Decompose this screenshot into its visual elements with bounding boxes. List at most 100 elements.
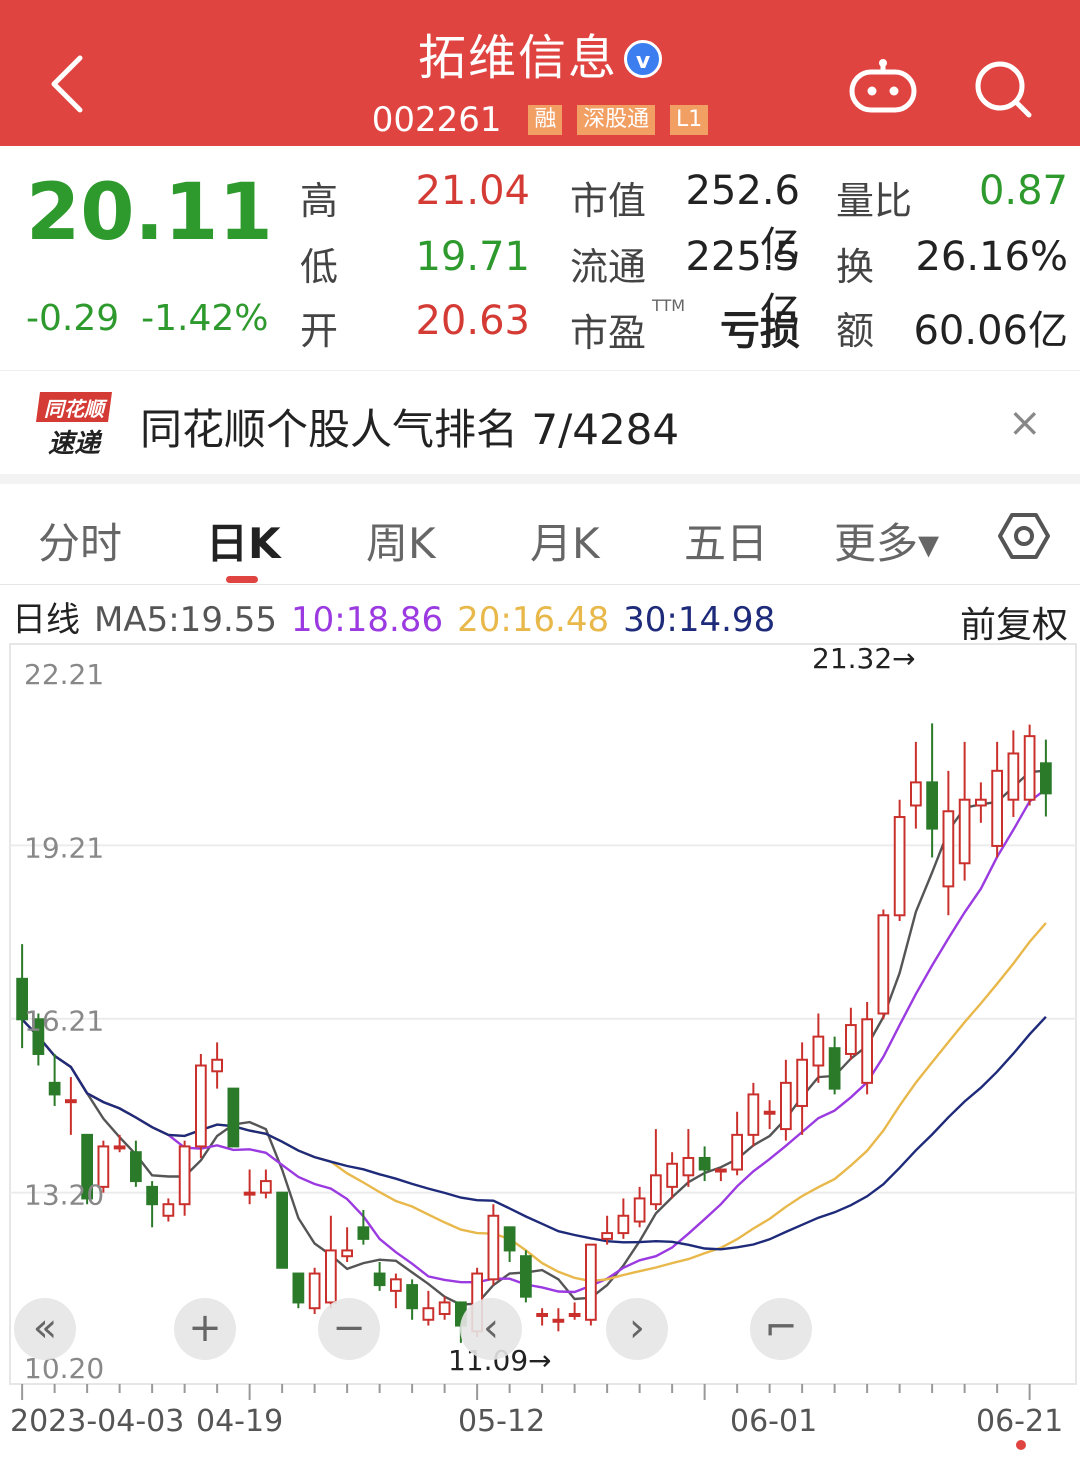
candle — [341, 1227, 353, 1262]
period-tabs — [0, 484, 1080, 585]
ma5-value: MA5:19.55 — [94, 600, 278, 640]
zoom-out-button[interactable]: − — [318, 1298, 380, 1360]
candle-body — [942, 810, 955, 888]
candle-body — [276, 1191, 288, 1269]
candle-body — [438, 1301, 451, 1315]
tab-intraday[interactable]: 分时 — [38, 519, 123, 568]
last-price: 20.11 — [26, 168, 273, 258]
x-label-2: 04-19 — [196, 1404, 284, 1439]
mcap-value: 252.6亿 — [685, 168, 800, 270]
price-change: -0.29 — [26, 298, 120, 339]
candle-body — [828, 1047, 841, 1090]
fullscreen-button[interactable]: ⌐ — [750, 1298, 812, 1360]
candle-body — [81, 1133, 93, 1200]
x-label-3: 05-12 — [458, 1404, 546, 1439]
candle — [926, 723, 938, 858]
candle-body — [650, 1174, 662, 1206]
robot-icon[interactable] — [848, 58, 918, 114]
candle-body — [698, 1156, 711, 1171]
candle — [276, 1191, 288, 1269]
low-label: 低 — [300, 245, 339, 289]
candle — [357, 1209, 370, 1245]
tab-weekly-k[interactable]: 周K — [366, 519, 436, 568]
promo-text[interactable]: 同花顺个股人气排名 7/4284 — [140, 405, 680, 454]
tag-connect[interactable]: 深股通 — [577, 104, 656, 135]
ma-legend: 日线 MA5:19.55 10:18.86 20:16.48 30:14.98 — [12, 592, 789, 641]
amount-value: 60.06亿 — [913, 308, 1068, 354]
close-icon[interactable]: × — [1008, 400, 1042, 446]
candle-body — [552, 1318, 565, 1323]
ma-period-label: 日线 — [12, 600, 80, 640]
candle — [211, 1042, 223, 1089]
promo-banner[interactable] — [0, 370, 1080, 475]
candle-body — [780, 1081, 792, 1131]
stock-title-wrap: 拓维信息 v — [0, 18, 1080, 88]
y-tick-label: 16.21 — [24, 1005, 104, 1038]
candle-body — [666, 1162, 678, 1188]
candle — [991, 741, 1003, 858]
candle-body — [227, 1087, 240, 1148]
candle-body — [341, 1249, 353, 1258]
tag-margin[interactable]: 融 — [528, 104, 563, 135]
adjust-toggle[interactable]: 前复权 — [960, 605, 1069, 646]
active-tab-indicator — [226, 576, 258, 583]
candle — [958, 741, 971, 881]
vol-ratio-label: 量比 — [836, 179, 913, 223]
settings-icon[interactable] — [998, 512, 1050, 560]
candle — [503, 1226, 516, 1262]
candle — [325, 1215, 337, 1309]
scroll-right-button[interactable]: › — [606, 1298, 668, 1360]
ma30-value: 30:14.98 — [623, 600, 776, 640]
candle-body — [958, 798, 971, 865]
candle — [487, 1204, 500, 1286]
candle — [682, 1129, 695, 1187]
x-axis-ticks — [21, 1384, 1031, 1400]
candle-body — [292, 1272, 305, 1304]
candle-body — [325, 1249, 337, 1304]
tag-level[interactable]: L1 — [670, 104, 709, 135]
tab-daily-k[interactable]: 日K — [206, 519, 281, 568]
stock-code-row: 002261 融 深股通 L1 — [0, 98, 1080, 140]
candle-body — [763, 1110, 776, 1115]
candle-body — [1040, 762, 1052, 795]
candle — [650, 1129, 662, 1210]
candle-body — [178, 1145, 191, 1206]
candle-body — [357, 1226, 370, 1240]
candle-body — [146, 1185, 158, 1206]
candle-body — [211, 1058, 223, 1073]
candle — [861, 1001, 873, 1095]
candle-body — [893, 816, 906, 917]
candle — [780, 1059, 792, 1141]
search-icon[interactable] — [972, 58, 1034, 120]
candle-body — [796, 1058, 808, 1107]
tab-five-day[interactable]: 五日 — [684, 519, 769, 568]
high-label: 高 — [300, 179, 339, 223]
price-change-pct: -1.42% — [141, 298, 269, 339]
candle-body — [568, 1312, 581, 1317]
scroll-left-fast-button[interactable]: « — [14, 1298, 76, 1360]
zoom-in-button[interactable]: + — [174, 1298, 236, 1360]
candle-body — [390, 1278, 402, 1292]
float-value: 225.5亿 — [685, 234, 800, 336]
pe-value: 亏损 — [720, 308, 800, 354]
candle — [97, 1140, 110, 1193]
candle-body — [162, 1203, 175, 1217]
tab-monthly-k[interactable]: 月K — [530, 519, 600, 568]
candle-body — [16, 977, 28, 1021]
candle — [65, 1077, 77, 1135]
candle — [552, 1308, 565, 1332]
scroll-left-button[interactable]: ‹ — [460, 1298, 522, 1360]
back-arrow-icon[interactable] — [44, 52, 92, 116]
current-position-dot — [1016, 1440, 1026, 1450]
candle-body — [260, 1180, 272, 1194]
candle-body — [487, 1214, 500, 1281]
high-value: 21.04 — [415, 168, 530, 214]
candle-body — [731, 1133, 743, 1171]
candle — [731, 1111, 743, 1176]
high-annotation: 21.32→ — [812, 642, 916, 675]
candle-body — [65, 1099, 77, 1104]
x-label-end: 06-21 — [976, 1404, 1064, 1439]
tab-more[interactable]: 更多▾ — [834, 519, 940, 568]
